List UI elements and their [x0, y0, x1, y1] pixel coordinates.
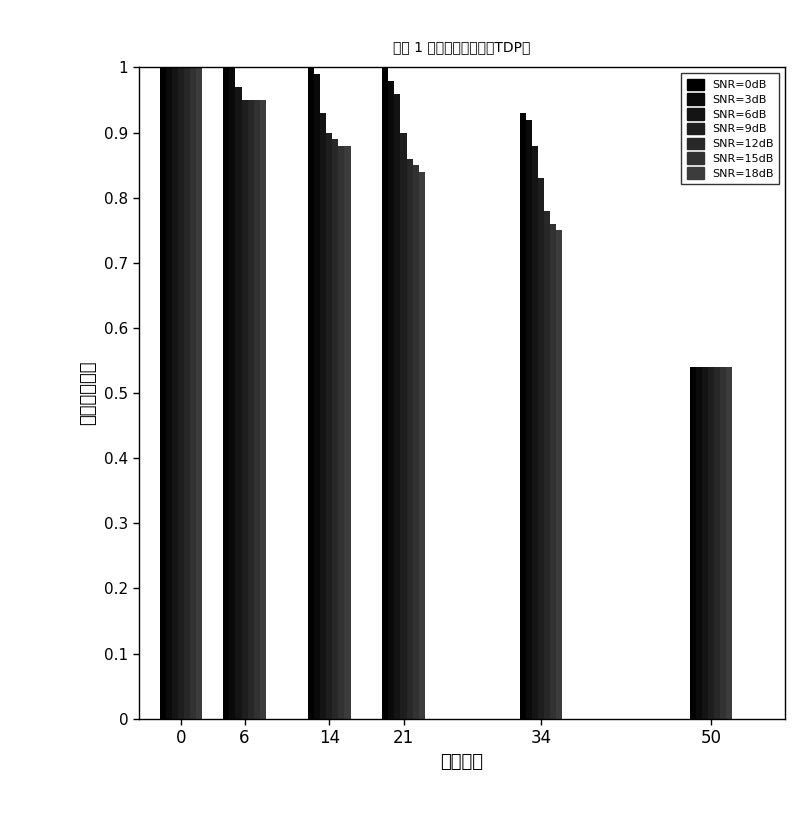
Y-axis label: 正确估计概率: 正确估计概率 — [79, 361, 97, 425]
Bar — [544, 211, 550, 719]
Bar — [242, 100, 248, 719]
Bar — [172, 68, 178, 719]
Title: 用户 1 多路径延迟估计（TDP）: 用户 1 多路径延迟估计（TDP） — [393, 40, 530, 54]
Bar — [726, 367, 732, 719]
Bar — [248, 100, 254, 719]
Bar — [223, 68, 230, 719]
Bar — [254, 100, 260, 719]
Bar — [557, 230, 562, 719]
Bar — [702, 367, 708, 719]
Bar — [314, 74, 320, 719]
Bar — [230, 68, 235, 719]
Bar — [196, 68, 202, 719]
Bar — [526, 120, 532, 719]
Bar — [326, 132, 332, 719]
Bar — [690, 367, 696, 719]
Bar — [714, 367, 720, 719]
Bar — [406, 159, 413, 719]
Bar — [418, 172, 425, 719]
Bar — [338, 146, 345, 719]
Bar — [345, 146, 350, 719]
Bar — [308, 68, 314, 719]
Bar — [708, 367, 714, 719]
Bar — [696, 367, 702, 719]
Bar — [166, 68, 172, 719]
Bar — [401, 132, 406, 719]
Bar — [538, 178, 544, 719]
Bar — [532, 146, 538, 719]
Legend: SNR=0dB, SNR=3dB, SNR=6dB, SNR=9dB, SNR=12dB, SNR=15dB, SNR=18dB: SNR=0dB, SNR=3dB, SNR=6dB, SNR=9dB, SNR=… — [682, 73, 779, 184]
Bar — [184, 68, 190, 719]
Bar — [235, 87, 242, 719]
Bar — [160, 68, 166, 719]
Bar — [388, 80, 394, 719]
Bar — [178, 68, 184, 719]
Bar — [520, 113, 526, 719]
Bar — [260, 100, 266, 719]
Bar — [332, 139, 338, 719]
X-axis label: 路径延迟: 路径延迟 — [440, 753, 483, 771]
Bar — [320, 113, 326, 719]
Bar — [413, 165, 418, 719]
Bar — [550, 224, 557, 719]
Bar — [382, 68, 388, 719]
Bar — [394, 93, 401, 719]
Bar — [720, 367, 726, 719]
Bar — [190, 68, 196, 719]
